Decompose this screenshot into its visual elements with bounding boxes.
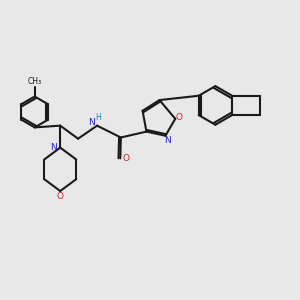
- Text: O: O: [176, 113, 183, 122]
- Text: CH₃: CH₃: [28, 77, 42, 86]
- Text: O: O: [122, 154, 129, 163]
- Text: N: N: [164, 136, 171, 145]
- Text: O: O: [57, 193, 64, 202]
- Text: H: H: [96, 113, 101, 122]
- Text: N: N: [50, 142, 57, 152]
- Text: N: N: [88, 118, 94, 127]
